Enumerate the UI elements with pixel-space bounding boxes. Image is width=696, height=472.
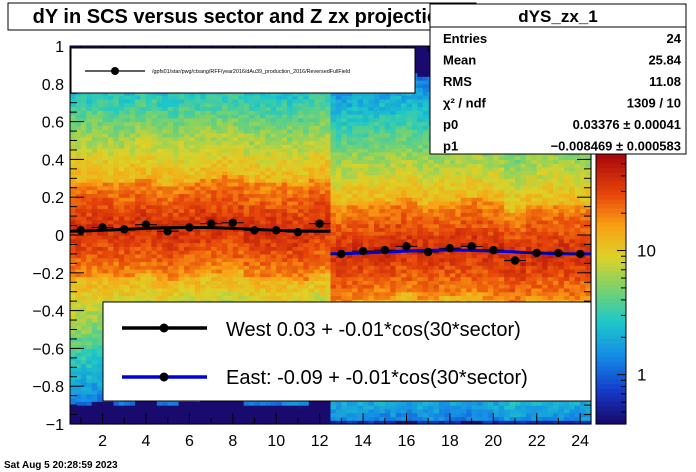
stats-label: p0 bbox=[443, 117, 458, 132]
fit-legend: West 0.03 + -0.01*cos(30*sector) East: -… bbox=[102, 301, 592, 402]
data-point-west bbox=[120, 225, 129, 234]
stats-box: dYS_zx_1 Entries 24 Mean 25.84 RMS 11.08 χ² / … bbox=[429, 3, 687, 155]
data-point-east bbox=[445, 244, 455, 253]
chart-title: dY in SCS versus sector and Z zx project… bbox=[33, 6, 452, 28]
west-legend-label: West 0.03 + -0.01*cos(30*sector) bbox=[226, 319, 521, 341]
stats-value: 25.84 bbox=[648, 53, 681, 68]
x-tick-label: 20 bbox=[484, 433, 502, 450]
y-tick-label: 0.6 bbox=[42, 115, 64, 132]
west-legend-marker bbox=[159, 323, 169, 333]
legend-marker bbox=[111, 67, 119, 75]
y-tick-label: −0.6 bbox=[32, 341, 64, 358]
x-tick-label: 2 bbox=[98, 433, 107, 450]
stats-label: χ² / ndf bbox=[443, 96, 487, 111]
stats-box-name: dYS_zx_1 bbox=[518, 7, 597, 26]
data-point-east bbox=[380, 245, 389, 255]
east-legend-label: East: -0.09 + -0.01*cos(30*sector) bbox=[226, 367, 528, 389]
data-point-east bbox=[358, 246, 368, 256]
east-legend-marker bbox=[159, 372, 169, 382]
x-tick-label: 12 bbox=[311, 433, 329, 450]
y-tick-label: −0.2 bbox=[32, 266, 64, 283]
x-tick-label: 4 bbox=[142, 433, 151, 450]
data-point-west bbox=[206, 219, 216, 228]
stats-value: 11.08 bbox=[649, 74, 681, 89]
data-point-east bbox=[467, 242, 476, 251]
data-point-west bbox=[98, 223, 107, 232]
y-tick-label: 0 bbox=[55, 228, 64, 245]
y-tick-label: 0.2 bbox=[42, 190, 64, 207]
stats-value: −0.008469 ± 0.000583 bbox=[551, 139, 681, 154]
data-point-west bbox=[250, 226, 259, 235]
x-tick-label: 24 bbox=[571, 433, 589, 450]
y-tick-label: −0.8 bbox=[32, 379, 64, 396]
data-point-west bbox=[293, 227, 303, 237]
stats-value: 24 bbox=[667, 31, 682, 46]
x-tick-label: 14 bbox=[354, 433, 372, 450]
y-tick-label: 1 bbox=[55, 39, 64, 56]
x-tick-label: 22 bbox=[528, 433, 546, 450]
data-point-west bbox=[185, 223, 194, 232]
data-point-east bbox=[337, 249, 346, 259]
file-legend-text: /gpfs01/star/pwg/ctsang/RFF/year2016/dAu… bbox=[152, 69, 350, 75]
stats-label: Mean bbox=[443, 53, 476, 68]
timestamp: Sat Aug 5 20:28:59 2023 bbox=[4, 460, 118, 471]
x-tick-label: 6 bbox=[185, 433, 194, 450]
data-marks bbox=[69, 218, 592, 265]
colorbar-tick-label: 10 bbox=[637, 242, 656, 261]
file-legend: /gpfs01/star/pwg/ctsang/RFF/year2016/dAu… bbox=[70, 47, 416, 94]
data-point-east bbox=[510, 256, 520, 265]
data-point-west bbox=[76, 226, 86, 235]
stats-value: 0.03376 ± 0.00041 bbox=[573, 117, 681, 132]
y-tick-label: 0.8 bbox=[42, 77, 64, 94]
y-tick-label: −0.4 bbox=[32, 304, 64, 321]
data-point-east bbox=[423, 247, 433, 257]
x-tick-label: 8 bbox=[228, 433, 237, 450]
colorbar-tick-label: 1 bbox=[637, 366, 646, 385]
title-box: dY in SCS versus sector and Z zx project… bbox=[7, 2, 477, 31]
x-tick-label: 18 bbox=[441, 433, 459, 450]
stats-label: Entries bbox=[443, 31, 487, 46]
stats-label: RMS bbox=[443, 74, 472, 89]
stats-label: p1 bbox=[443, 139, 458, 154]
data-point-east bbox=[532, 248, 541, 258]
data-point-east bbox=[575, 249, 585, 259]
y-tick-label: −1 bbox=[46, 417, 64, 434]
x-tick-label: 16 bbox=[398, 433, 416, 450]
data-point-east bbox=[489, 245, 498, 255]
colorbar: 1 10 bbox=[595, 153, 656, 425]
stats-value: 1309 / 10 bbox=[627, 96, 681, 111]
data-point-west bbox=[315, 219, 324, 228]
data-point-east bbox=[554, 248, 563, 258]
y-tick-label: 0.4 bbox=[42, 152, 64, 169]
data-point-east bbox=[402, 242, 411, 251]
data-point-west bbox=[141, 220, 151, 229]
x-tick-label: 10 bbox=[267, 433, 285, 450]
data-point-west bbox=[272, 226, 281, 235]
data-point-west bbox=[228, 218, 238, 227]
data-point-west bbox=[163, 227, 172, 236]
